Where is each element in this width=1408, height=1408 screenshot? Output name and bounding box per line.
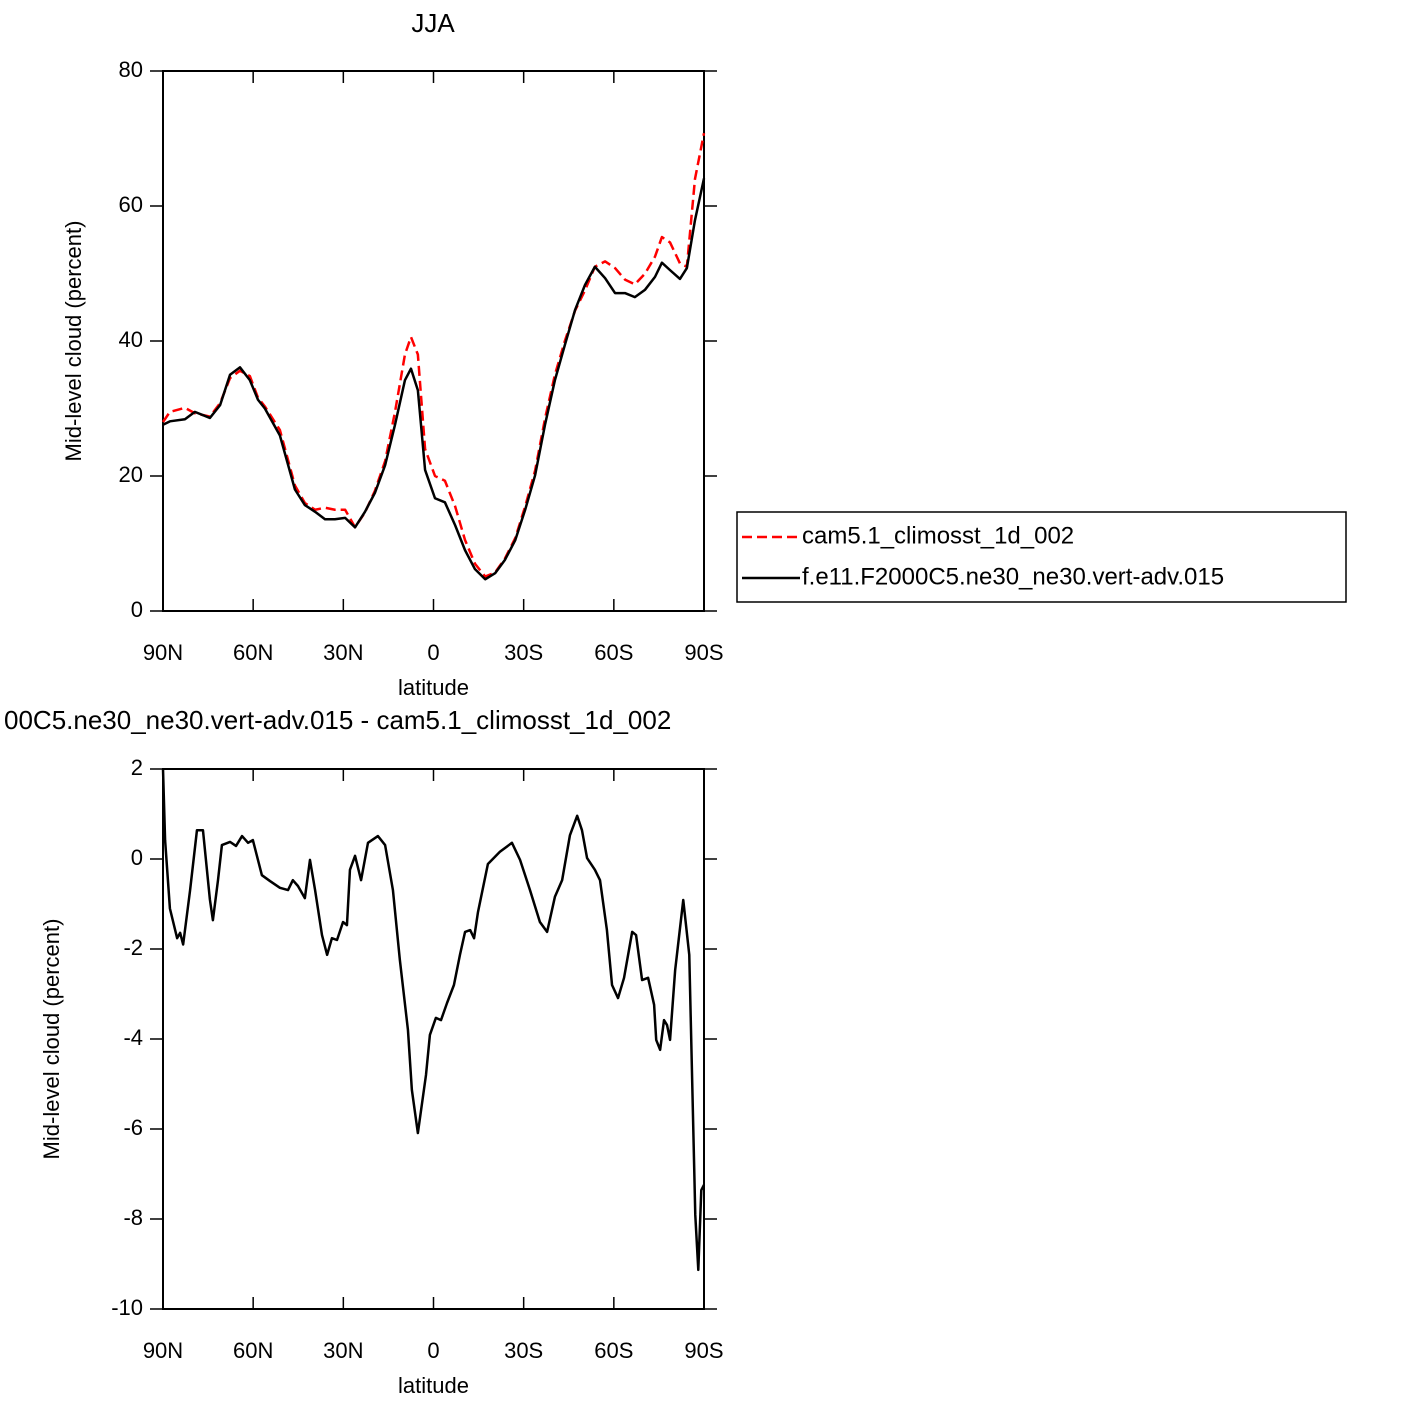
y-axis-label: Mid-level cloud (percent)	[39, 919, 64, 1160]
legend-label: f.e11.F2000C5.ne30_ne30.vert-adv.015	[802, 563, 1224, 590]
data-line	[161, 132, 706, 578]
x-tick-label: 0	[427, 640, 439, 665]
y-tick-label: 0	[131, 845, 143, 870]
legend-box	[736, 511, 1347, 603]
y-tick-label: 40	[119, 327, 143, 352]
y-tick-label: -6	[123, 1115, 143, 1140]
x-tick-label: 60N	[233, 640, 273, 665]
x-tick-label: 30N	[323, 1338, 363, 1363]
y-tick-label: -2	[123, 935, 143, 960]
chart-title: JJA	[411, 8, 455, 38]
x-tick-label: 30S	[504, 1338, 543, 1363]
data-line	[162, 178, 706, 581]
x-tick-label: 60N	[233, 1338, 273, 1363]
plot-frame	[162, 768, 705, 1310]
y-tick-label: 80	[119, 57, 143, 82]
plot-frame	[162, 70, 705, 612]
y-tick-label: 0	[131, 597, 143, 622]
x-axis-label: latitude	[398, 675, 469, 700]
x-tick-label: 60S	[594, 1338, 633, 1363]
x-tick-label: 90N	[143, 1338, 183, 1363]
x-tick-label: 90S	[684, 1338, 723, 1363]
x-tick-label: 60S	[594, 640, 633, 665]
y-axis-label: Mid-level cloud (percent)	[61, 221, 86, 462]
y-tick-label: -8	[123, 1205, 143, 1230]
y-tick-label: -4	[123, 1025, 143, 1050]
y-tick-label: -10	[111, 1295, 143, 1320]
y-tick-label: 60	[119, 192, 143, 217]
data-line	[161, 768, 706, 1272]
chart-title: 00C5.ne30_ne30.vert-adv.015 - cam5.1_cli…	[4, 705, 671, 735]
x-tick-label: 90N	[143, 640, 183, 665]
x-axis-label: latitude	[398, 1373, 469, 1398]
x-tick-label: 30S	[504, 640, 543, 665]
x-tick-label: 0	[427, 1338, 439, 1363]
y-tick-label: 20	[119, 462, 143, 487]
x-tick-label: 30N	[323, 640, 363, 665]
y-tick-label: 2	[131, 755, 143, 780]
x-tick-label: 90S	[684, 640, 723, 665]
legend-label: cam5.1_climosst_1d_002	[802, 522, 1074, 549]
